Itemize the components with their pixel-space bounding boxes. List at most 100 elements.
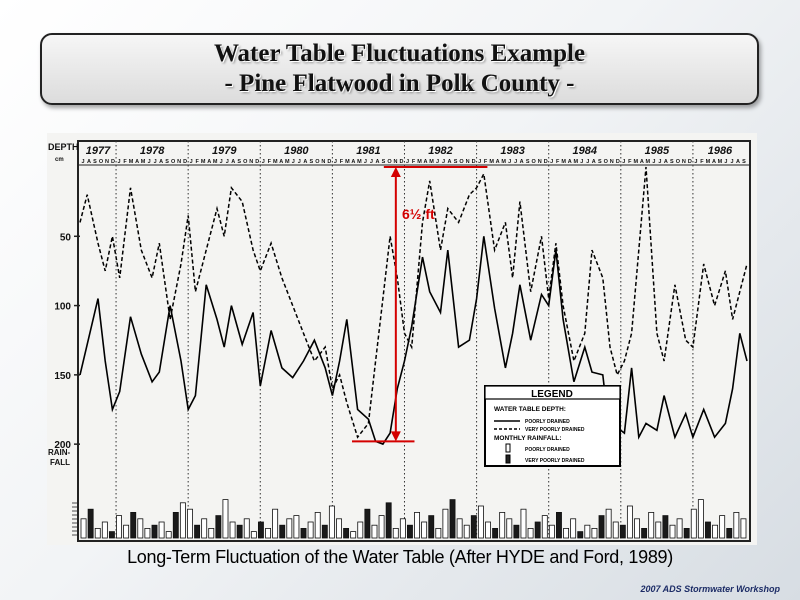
rainfall-bar: [470, 515, 477, 539]
rainfall-bar: [364, 508, 371, 539]
month-letter: M: [417, 159, 422, 165]
rainfall-bar: [463, 524, 470, 539]
annotation-arrow: [352, 166, 488, 443]
month-letter: J: [622, 159, 625, 165]
rainfall-bar: [385, 502, 392, 539]
rainfall-bar: [676, 518, 683, 539]
rainfall-bar: [541, 515, 548, 539]
rainfall-bar: [662, 515, 669, 539]
month-letter: S: [237, 159, 241, 165]
legend-bar-swatch-open: [505, 443, 511, 453]
rainfall-bar: [179, 502, 186, 539]
rainfall-bar: [513, 524, 520, 539]
month-letter: J: [514, 159, 517, 165]
year-label: 1980: [284, 145, 309, 157]
month-letter: N: [538, 159, 542, 165]
rainfall-bar: [222, 499, 229, 539]
y-tick-label: 200: [54, 440, 71, 451]
rainfall-bar: [428, 515, 435, 539]
rainfall-bar: [158, 521, 165, 539]
chart-area: DEPTH cm 50 100 150 200 1977 1978 1979 1980 198…: [47, 133, 757, 545]
month-letter: M: [634, 159, 639, 165]
month-letter: M: [213, 159, 218, 165]
legend-heading-rainfall: MONTHLY RAINFALL:: [494, 435, 562, 442]
year-label: 1985: [645, 145, 670, 157]
rainfall-bar: [697, 499, 704, 539]
rainfall-bar: [343, 527, 350, 539]
month-letter: O: [604, 159, 609, 165]
month-letter: J: [226, 159, 229, 165]
rainfall-bar: [726, 527, 733, 539]
month-letter: J: [220, 159, 223, 165]
rainfall-bar: [378, 515, 385, 539]
legend-item-rain-poorly: POORLY DRAINED: [525, 447, 570, 453]
rainfall-bar: [321, 524, 328, 539]
month-letter: A: [520, 159, 524, 165]
month-letter: M: [357, 159, 362, 165]
month-letter: F: [628, 159, 632, 165]
year-label: 1986: [708, 145, 733, 157]
month-letter: F: [700, 159, 704, 165]
rainfall-bar: [357, 521, 364, 539]
month-letter: S: [670, 159, 674, 165]
month-letter: J: [508, 159, 511, 165]
rainfall-bar: [80, 518, 87, 539]
month-letter: J: [406, 159, 409, 165]
month-letter: M: [429, 159, 434, 165]
rainfall-bar: [399, 518, 406, 539]
rainfall-bar: [300, 527, 307, 539]
rainfall-bar: [492, 527, 499, 539]
rainfall-bar: [243, 518, 250, 539]
month-letter: A: [207, 159, 211, 165]
month-letter: A: [712, 159, 716, 165]
rainfall-bar: [719, 515, 726, 539]
month-letter: J: [190, 159, 193, 165]
year-label: 1982: [428, 145, 452, 157]
annotation-arrowhead-down: [390, 431, 401, 442]
rainfall-bar: [548, 524, 555, 539]
month-letter: S: [93, 159, 97, 165]
month-letter: M: [273, 159, 278, 165]
rainfall-bar: [563, 527, 570, 539]
month-letter: O: [243, 159, 248, 165]
title-box: Water Table Fluctuations Example - Pine …: [40, 33, 759, 105]
month-letter: J: [436, 159, 439, 165]
rainfall-bar: [477, 505, 484, 539]
month-letter: A: [568, 159, 572, 165]
month-letter: J: [81, 159, 84, 165]
rainfall-bar: [648, 511, 655, 539]
rainfall-bar: [350, 531, 357, 539]
month-letter: J: [724, 159, 727, 165]
month-letter: M: [285, 159, 290, 165]
month-letter: D: [472, 159, 476, 165]
rainfall-bar: [130, 511, 137, 539]
rainfall-bar: [733, 511, 740, 539]
month-letter: S: [742, 159, 746, 165]
month-letter: N: [466, 159, 470, 165]
rainfall-bar: [123, 524, 130, 539]
month-letter: A: [231, 159, 235, 165]
month-letter: J: [658, 159, 661, 165]
month-letter: D: [688, 159, 692, 165]
month-letter: M: [141, 159, 146, 165]
month-letter: J: [370, 159, 373, 165]
month-letter: M: [501, 159, 506, 165]
month-letter: F: [195, 159, 199, 165]
month-letter: F: [268, 159, 272, 165]
y-axis-unit: cm: [55, 157, 64, 163]
month-letter: S: [526, 159, 530, 165]
chart-frame: [77, 140, 751, 542]
month-letter: S: [598, 159, 602, 165]
month-letter: A: [303, 159, 307, 165]
rainfall-bar: [250, 531, 257, 539]
year-label: 1984: [573, 145, 597, 157]
rainfall-bar: [626, 505, 633, 539]
month-letter: N: [393, 159, 397, 165]
rainfall-bar: [293, 515, 300, 539]
month-letter: J: [580, 159, 583, 165]
legend-bar-swatch-filled: [505, 454, 511, 464]
rainfall-bar: [265, 527, 271, 539]
month-letter: D: [616, 159, 620, 165]
month-letter: J: [586, 159, 589, 165]
year-label: 1983: [500, 145, 524, 157]
